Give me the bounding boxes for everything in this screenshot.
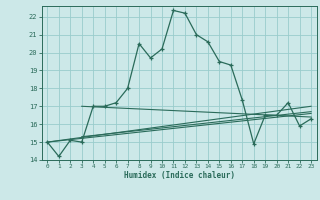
X-axis label: Humidex (Indice chaleur): Humidex (Indice chaleur) <box>124 171 235 180</box>
